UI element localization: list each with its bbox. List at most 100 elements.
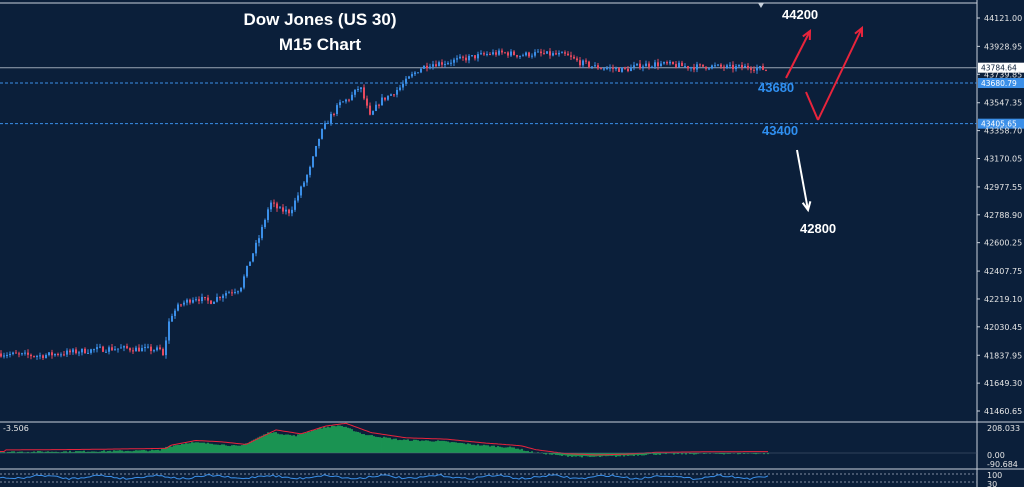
candle-body xyxy=(633,65,635,68)
candle-body xyxy=(30,354,32,357)
candle-body xyxy=(609,67,611,69)
candle-body xyxy=(543,53,545,55)
candle-body xyxy=(66,350,68,355)
candle-body xyxy=(90,349,92,353)
candle-body xyxy=(189,299,191,303)
candle-body xyxy=(168,321,170,341)
candle-body xyxy=(438,62,440,67)
candle-body xyxy=(147,346,149,348)
candle-body xyxy=(183,302,185,305)
candle-body xyxy=(237,291,239,293)
arrow-drop-segment xyxy=(805,91,819,121)
candle-body xyxy=(273,202,275,204)
candle-body xyxy=(6,355,8,357)
candle-body xyxy=(525,52,527,56)
candle-body xyxy=(225,293,227,296)
candle-body xyxy=(87,352,89,354)
candle-body xyxy=(138,347,140,352)
y-tick-label: 41649.30 xyxy=(984,379,1022,388)
candle-body xyxy=(654,62,656,67)
candle-body xyxy=(78,352,80,354)
target-label: 43680 xyxy=(758,80,794,95)
candle-body xyxy=(306,174,308,183)
candle-body xyxy=(540,51,542,54)
candle-body xyxy=(291,209,293,214)
candle-body xyxy=(180,304,182,306)
candle-body xyxy=(582,60,584,66)
candle-body xyxy=(75,349,77,354)
candle-body xyxy=(630,67,632,72)
candle-body xyxy=(765,69,767,71)
candle-body xyxy=(369,105,371,115)
candle-body xyxy=(528,52,530,57)
candle-body xyxy=(150,346,152,351)
candle-body xyxy=(729,64,731,66)
candle-body xyxy=(507,52,509,56)
candle-body xyxy=(267,209,269,220)
candle-body xyxy=(48,352,50,355)
candle-body xyxy=(402,83,404,88)
candle-body xyxy=(57,353,59,355)
candle-body xyxy=(294,200,296,210)
candle-body xyxy=(21,353,23,355)
candle-body xyxy=(36,356,38,358)
indicator-tick-label: -90.684 xyxy=(987,460,1018,469)
candle-body xyxy=(348,99,350,101)
candle-body xyxy=(9,353,11,356)
candle-body xyxy=(27,352,29,355)
candle-body xyxy=(24,352,26,354)
candle-body xyxy=(321,128,323,139)
candle-body xyxy=(366,98,368,106)
candle-body xyxy=(501,50,503,53)
candle-body xyxy=(195,299,197,301)
arrow-down-head xyxy=(801,201,812,213)
candle-body xyxy=(129,348,131,351)
candle-body xyxy=(258,238,260,243)
candle-body xyxy=(219,297,221,299)
candle-body xyxy=(717,64,719,66)
candle-body xyxy=(549,51,551,56)
candle-body xyxy=(426,65,428,69)
candle-body xyxy=(603,68,605,70)
candle-body xyxy=(759,66,761,68)
candle-body xyxy=(285,209,287,212)
candle-body xyxy=(276,203,278,209)
candle-body xyxy=(510,51,512,56)
candle-body xyxy=(534,52,536,56)
candle-body xyxy=(114,349,116,351)
candle-body xyxy=(39,355,41,357)
candle-body xyxy=(288,209,290,214)
candle-body xyxy=(702,64,704,67)
candle-body xyxy=(459,56,461,59)
candle-body xyxy=(732,64,734,70)
candle-body xyxy=(51,352,53,356)
candle-body xyxy=(546,51,548,54)
candle-body xyxy=(81,348,83,353)
candle-body xyxy=(480,53,482,55)
candle-body xyxy=(141,348,143,352)
y-tick-label: 43547.35 xyxy=(984,99,1022,108)
candle-body xyxy=(519,55,521,57)
candle-body xyxy=(330,113,332,123)
oscillator-tick-label: 100 xyxy=(987,471,1002,480)
y-tick-label: 44121.00 xyxy=(984,14,1022,23)
indicator-value-label: -3.506 xyxy=(3,424,29,433)
candle-body xyxy=(441,62,443,65)
candle-body xyxy=(552,53,554,56)
candle-body xyxy=(123,346,125,348)
candle-body xyxy=(213,301,215,304)
candle-body xyxy=(396,89,398,95)
candle-body xyxy=(42,355,44,358)
candle-body xyxy=(333,113,335,115)
candle-body xyxy=(186,299,188,303)
candle-body xyxy=(663,62,665,64)
candle-body xyxy=(159,347,161,350)
candle-body xyxy=(627,68,629,72)
candle-body xyxy=(111,347,113,351)
price-level-label: 43680.79 xyxy=(981,79,1017,88)
candle-body xyxy=(99,346,101,348)
candle-body xyxy=(684,66,686,68)
candle-body xyxy=(570,55,572,57)
candle-body xyxy=(591,66,593,68)
